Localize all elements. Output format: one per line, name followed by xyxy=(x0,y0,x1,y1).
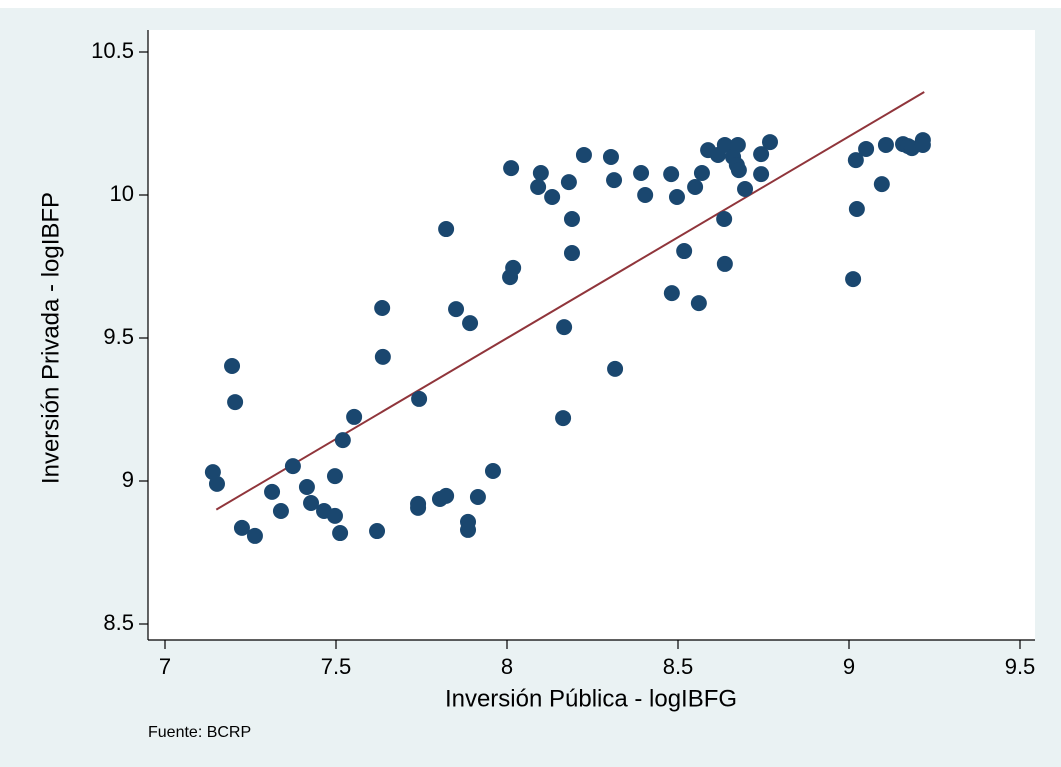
scatter-point xyxy=(858,140,875,157)
scatter-point xyxy=(544,189,561,206)
scatter-point xyxy=(530,178,547,195)
scatter-point xyxy=(264,483,281,500)
scatter-point xyxy=(411,390,428,407)
x-tick-label: 9.5 xyxy=(1005,654,1036,679)
scatter-point xyxy=(753,166,770,183)
x-tick-label: 7 xyxy=(159,654,171,679)
x-tick-label: 7.5 xyxy=(321,654,352,679)
y-tick-label: 8.5 xyxy=(103,610,134,635)
scatter-point xyxy=(503,160,520,177)
scatter-point xyxy=(326,507,343,524)
y-tick-label: 10.5 xyxy=(91,38,134,63)
scatter-point xyxy=(298,479,315,496)
scatter-point xyxy=(332,525,349,542)
scatter-point xyxy=(637,187,654,203)
scatter-point xyxy=(606,172,623,189)
scatter-point xyxy=(374,299,391,316)
scatter-point xyxy=(438,487,455,504)
source-note: Fuente: BCRP xyxy=(148,724,251,741)
scatter-point xyxy=(716,211,733,228)
scatter-point xyxy=(208,475,225,492)
scatter-point xyxy=(369,523,386,540)
scatter-point xyxy=(693,164,710,181)
scatter-point xyxy=(914,136,931,153)
scatter-point xyxy=(602,148,619,165)
scatter-point xyxy=(607,360,624,377)
scatter-point xyxy=(227,394,244,411)
y-tick-label: 10 xyxy=(110,181,134,206)
scatter-point xyxy=(410,499,427,516)
scatter-point xyxy=(284,458,301,475)
x-tick-label: 8.5 xyxy=(663,654,694,679)
scatter-point xyxy=(716,136,733,153)
scatter-point xyxy=(845,271,862,288)
scatter-point xyxy=(668,189,685,206)
scatter-point xyxy=(730,162,747,179)
scatter-point xyxy=(560,174,577,191)
x-tick-label: 9 xyxy=(843,654,855,679)
scatter-point xyxy=(563,211,580,228)
scatter-point xyxy=(448,301,465,318)
scatter-point xyxy=(848,201,865,218)
scatter-point xyxy=(469,489,486,506)
scatter-point xyxy=(460,521,477,538)
x-tick-label: 8 xyxy=(501,654,513,679)
scatter-point xyxy=(563,245,580,262)
scatter-point xyxy=(690,295,707,312)
scatter-point xyxy=(438,221,455,238)
y-tick-label: 9.5 xyxy=(103,324,134,349)
scatter-point xyxy=(532,164,549,181)
scatter-point xyxy=(374,348,391,365)
scatter-point xyxy=(687,178,704,195)
scatter-point xyxy=(556,319,573,336)
scatter-point xyxy=(663,166,680,183)
scatter-point xyxy=(462,315,479,332)
scatter-point xyxy=(233,519,250,536)
scatter-point xyxy=(729,136,746,153)
scatter-point xyxy=(633,164,650,181)
scatter-point xyxy=(555,410,572,427)
scatter-point xyxy=(575,146,592,163)
plot-area xyxy=(148,30,1035,640)
scatter-point xyxy=(334,432,351,449)
y-tick-label: 9 xyxy=(122,467,134,492)
scatter-point xyxy=(737,180,754,197)
scatter-point xyxy=(224,358,241,375)
scatter-point xyxy=(346,408,363,425)
scatter-point xyxy=(847,152,864,169)
fit-line xyxy=(215,91,925,511)
scatter-point xyxy=(663,285,680,302)
y-axis-title: Inversión Privada - logIBFP xyxy=(37,192,64,484)
x-axis-title: Inversión Pública - logIBFG xyxy=(445,685,737,712)
scatter-point xyxy=(326,468,343,485)
scatter-point xyxy=(303,495,320,512)
scatter-point xyxy=(505,259,522,276)
scatter-point xyxy=(484,462,501,479)
scatter-point xyxy=(873,176,890,193)
scatter-point xyxy=(676,243,693,260)
scatter-point xyxy=(246,527,263,544)
scatter-point xyxy=(716,255,733,272)
scatter-point xyxy=(753,146,770,163)
scatter-point xyxy=(272,503,289,520)
scatter-point xyxy=(877,136,894,153)
scatter-point xyxy=(761,134,778,151)
